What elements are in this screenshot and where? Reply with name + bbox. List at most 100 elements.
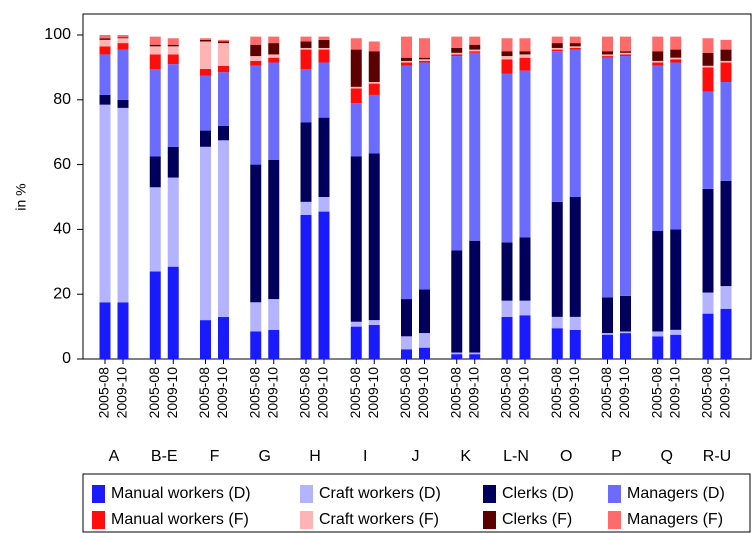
bar-segment bbox=[218, 43, 229, 66]
bar-segment bbox=[501, 59, 513, 74]
x-tick-label: 2005-08 bbox=[297, 367, 313, 419]
legend-label: Clerks (D) bbox=[502, 485, 574, 502]
bar-segment bbox=[250, 164, 262, 303]
bar-segment bbox=[419, 62, 430, 290]
bar-segment bbox=[368, 83, 380, 95]
bar-segment bbox=[720, 180, 732, 287]
bar-segment bbox=[401, 299, 412, 337]
bar-segment bbox=[250, 56, 262, 61]
x-tick-label: 2009-10 bbox=[616, 367, 632, 419]
bar-segment bbox=[300, 214, 312, 359]
bar-segment bbox=[300, 122, 312, 202]
bar-segment bbox=[350, 86, 362, 89]
bar-segment bbox=[451, 56, 463, 251]
legend-label: Clerks (F) bbox=[502, 511, 572, 528]
bar-segment bbox=[620, 331, 631, 334]
y-tick-label: 60 bbox=[53, 156, 71, 173]
bar-segment bbox=[501, 316, 513, 359]
group-label: F bbox=[210, 448, 220, 465]
bar-segment bbox=[720, 81, 732, 181]
bar-segment bbox=[268, 299, 280, 330]
bar-segment bbox=[350, 103, 362, 157]
group-label: Q bbox=[661, 448, 673, 465]
bar-segment bbox=[318, 49, 330, 63]
bar-segment bbox=[200, 41, 211, 70]
bar-segment bbox=[368, 41, 380, 52]
bar-segment bbox=[167, 64, 179, 147]
bar-segment bbox=[250, 331, 262, 359]
x-tick-label: 2005-08 bbox=[196, 367, 212, 419]
bar-segment bbox=[620, 52, 631, 55]
bar-segment bbox=[501, 51, 513, 57]
bar-segment bbox=[318, 197, 330, 212]
legend-swatch bbox=[608, 485, 621, 503]
bar-segment bbox=[519, 237, 531, 301]
bar-segment bbox=[117, 49, 129, 100]
bar-segment bbox=[419, 60, 430, 63]
bar-segment bbox=[149, 187, 161, 272]
bar-segment bbox=[117, 38, 129, 44]
bar-segment bbox=[720, 60, 732, 63]
y-tick-label: 40 bbox=[53, 221, 71, 238]
bar-segment bbox=[218, 39, 229, 42]
x-tick-label: 2005-08 bbox=[146, 367, 162, 419]
bar-segment bbox=[149, 54, 161, 70]
bar-segment bbox=[318, 47, 330, 50]
bar-segment bbox=[702, 188, 714, 293]
bar-segment bbox=[117, 107, 129, 303]
bar-segment bbox=[200, 75, 211, 131]
bar-segment bbox=[451, 36, 463, 48]
bar-segment bbox=[350, 38, 362, 50]
bar-segment bbox=[451, 54, 463, 57]
bar-segment bbox=[720, 286, 732, 309]
bar-segment bbox=[250, 302, 262, 332]
bar-segment bbox=[469, 49, 481, 52]
bar-segment bbox=[652, 62, 664, 66]
group-label: B-E bbox=[151, 448, 178, 465]
y-tick-label: 20 bbox=[53, 285, 71, 302]
plot-frame bbox=[82, 13, 752, 360]
bar-segment bbox=[652, 231, 664, 332]
bar-segment bbox=[652, 331, 664, 337]
bar-segment bbox=[501, 73, 513, 243]
bar-segment bbox=[350, 326, 362, 359]
bar-segment bbox=[602, 56, 613, 58]
group-label: G bbox=[259, 448, 271, 465]
bar-segment bbox=[117, 37, 129, 39]
bar-segment bbox=[602, 51, 613, 55]
bar-segment bbox=[519, 315, 531, 359]
bar-segment bbox=[620, 51, 631, 53]
bar-segment bbox=[318, 117, 330, 197]
bar-segment bbox=[99, 54, 111, 95]
group-label: I bbox=[363, 448, 367, 465]
bar-segment bbox=[569, 316, 581, 330]
bar-segment bbox=[200, 69, 211, 76]
bar-segment bbox=[419, 57, 430, 60]
bar-segment bbox=[149, 36, 161, 45]
bar-segment bbox=[200, 38, 211, 40]
bar-segment bbox=[218, 65, 229, 73]
group-label: J bbox=[412, 448, 420, 465]
bar-segment bbox=[670, 36, 682, 50]
bar-segment bbox=[519, 38, 531, 52]
bar-segment bbox=[702, 67, 714, 92]
bar-segment bbox=[419, 38, 430, 58]
x-tick-label: 2005-08 bbox=[598, 367, 614, 419]
x-tick-label: 2009-10 bbox=[516, 367, 532, 419]
bar-segment bbox=[501, 300, 513, 317]
bar-segment bbox=[501, 56, 513, 60]
bar-segment bbox=[469, 352, 481, 355]
bar-segment bbox=[167, 177, 179, 267]
bar-segment bbox=[670, 57, 682, 60]
bar-segment bbox=[652, 51, 664, 61]
bar-segment bbox=[469, 44, 481, 50]
bar-segment bbox=[99, 39, 111, 47]
group-label: A bbox=[109, 448, 120, 465]
legend-label: Manual workers (D) bbox=[111, 485, 251, 502]
bar-segment bbox=[602, 54, 613, 57]
bar-segment bbox=[419, 289, 430, 334]
bar-segment bbox=[620, 36, 631, 52]
bar-segment bbox=[368, 51, 380, 82]
bar-segment bbox=[401, 57, 412, 61]
